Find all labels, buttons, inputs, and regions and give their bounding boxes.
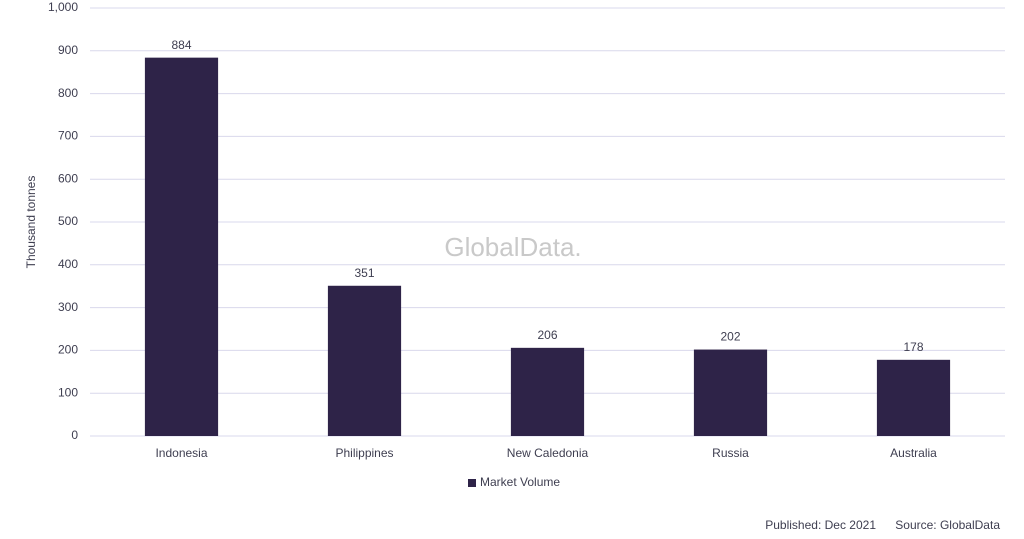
y-tick-label: 1,000	[48, 0, 78, 14]
bar	[876, 359, 951, 436]
x-tick-label: Australia	[890, 446, 937, 460]
y-tick-label: 300	[58, 300, 78, 314]
data-label: 202	[720, 330, 740, 344]
y-tick-label: 0	[71, 428, 78, 442]
bar	[693, 349, 768, 436]
bar	[327, 285, 402, 436]
bar	[144, 57, 219, 436]
x-tick-label: Philippines	[335, 446, 393, 460]
legend-swatch	[468, 479, 476, 487]
y-tick-label: 500	[58, 214, 78, 228]
data-label: 206	[537, 328, 557, 342]
x-tick-label: Indonesia	[155, 446, 207, 460]
x-tick-label: Russia	[712, 446, 749, 460]
y-tick-label: 200	[58, 343, 78, 357]
y-axis-label: Thousand tonnes	[24, 176, 38, 269]
legend-label: Market Volume	[480, 475, 560, 489]
y-tick-label: 400	[58, 257, 78, 271]
source-note: Source: GlobalData	[895, 518, 1000, 532]
data-label: 351	[354, 266, 374, 280]
y-tick-label: 100	[58, 385, 78, 399]
bar	[510, 347, 585, 436]
data-label: 884	[171, 38, 191, 52]
x-tick-label: New Caledonia	[507, 446, 589, 460]
y-tick-label: 600	[58, 171, 78, 185]
watermark: GlobalData.	[444, 232, 581, 262]
data-label: 178	[903, 340, 923, 354]
published-note: Published: Dec 2021	[765, 518, 876, 532]
y-tick-label: 800	[58, 86, 78, 100]
y-tick-label: 900	[58, 43, 78, 57]
y-tick-label: 700	[58, 129, 78, 143]
